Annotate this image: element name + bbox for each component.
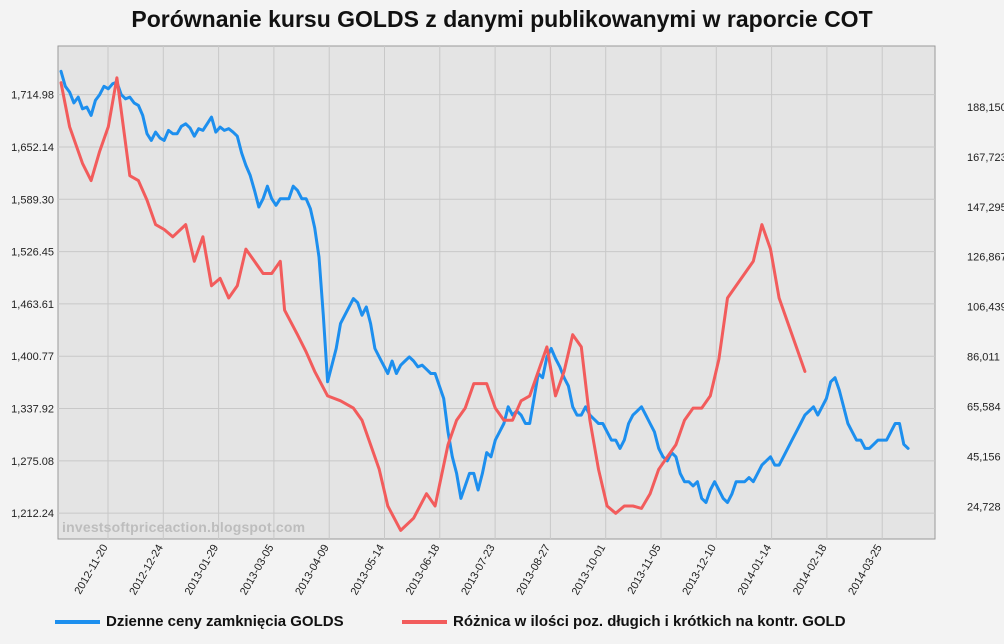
x-tick-label: 2013-10-01 [570, 543, 609, 598]
y-right-tick-label: 188,150 [967, 102, 1004, 114]
x-tick-label: 2013-12-10 [680, 543, 719, 598]
x-axis: 2012-11-20 2012-12-24 2013-01-29 2013-03-05… [72, 543, 884, 598]
x-tick-label: 2012-11-20 [72, 543, 110, 597]
legend-label-cot: Różnica w ilości poz. długich i krótkich… [453, 613, 846, 630]
y-left-tick-label: 1,212.24 [11, 508, 54, 520]
legend-swatch-gold [55, 619, 100, 624]
series-lines [59, 69, 910, 532]
y-left-tick-label: 1,526.45 [11, 247, 54, 259]
y-right-tick-label: 167,723 [967, 152, 1004, 164]
y-right-tick-label: 106,439 [967, 302, 1004, 314]
y-left-tick-label: 1,589.30 [11, 194, 54, 206]
x-tick-label: 2014-03-25 [846, 543, 885, 598]
x-tick-label: 2013-03-05 [238, 543, 277, 598]
x-tick-label: 2013-06-18 [404, 543, 443, 598]
y-right-tick-label: 147,295 [967, 202, 1004, 214]
watermark-text: investsoftpriceaction.blogspot.com [62, 519, 306, 535]
x-tick-label: 2013-01-29 [183, 543, 222, 598]
y-right-tick-label: 65,584 [967, 402, 1001, 414]
y-right-tick-label: 24,728 [967, 502, 1001, 514]
y-right-tick-label: 86,011 [967, 352, 1000, 364]
y-left-tick-label: 1,463.61 [11, 299, 54, 311]
y-right-tick-label: 126,867 [967, 252, 1004, 264]
y-left-tick-label: 1,714.98 [11, 90, 54, 102]
x-tick-label: 2012-12-24 [127, 543, 166, 598]
grid-lines [58, 46, 935, 539]
y-right-tick-label: 45,156 [967, 452, 1001, 464]
series-line-cot [59, 76, 807, 532]
series-line-gold [59, 69, 910, 504]
x-tick-label: 2013-04-09 [293, 543, 332, 598]
y-left-tick-label: 1,652.14 [11, 142, 54, 154]
y-left-tick-label: 1,337.92 [11, 404, 54, 416]
y-left-tick-label: 1,400.77 [11, 351, 54, 363]
x-tick-label: 2013-08-27 [514, 543, 553, 598]
legend-item-gold: Dzienne ceny zamknięcia GOLDS [55, 613, 344, 630]
legend-label-gold: Dzienne ceny zamknięcia GOLDS [106, 613, 344, 630]
legend-item-cot: Różnica w ilości poz. długich i krótkich… [402, 613, 846, 630]
x-tick-label: 2014-02-18 [791, 543, 830, 598]
x-tick-label: 2013-05-14 [349, 543, 388, 598]
x-tick-label: 2014-01-14 [736, 543, 775, 598]
x-tick-label: 2013-11-05 [625, 543, 663, 597]
y-left-tick-label: 1,275.08 [11, 456, 54, 468]
plot-area [57, 45, 936, 540]
x-tick-label: 2013-07-23 [459, 543, 498, 598]
y-axis-right: 24,728 45,156 65,584 86,011 106,439 126,867 14… [967, 102, 1004, 514]
chart-title: Porównanie kursu GOLDS z danymi publikow… [131, 6, 873, 32]
legend-swatch-cot [402, 619, 447, 624]
y-axis-left: 1,212.24 1,275.08 1,337.92 1,400.77 1,463.61… [11, 90, 54, 521]
